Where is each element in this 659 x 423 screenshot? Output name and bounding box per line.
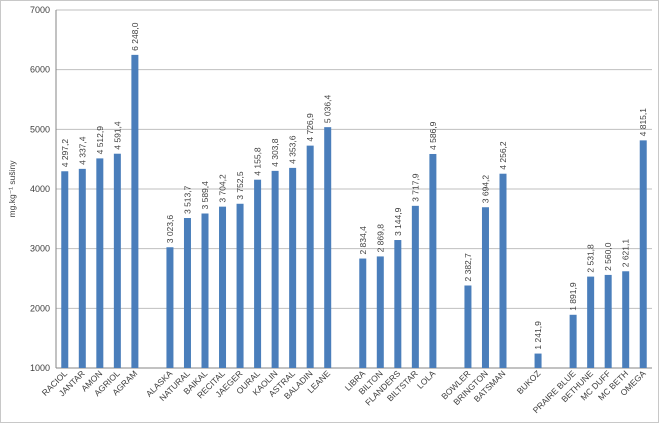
bar [78, 168, 86, 368]
data-label: 4 815,1 [638, 108, 648, 137]
bar [183, 218, 191, 368]
data-label: 2 621,1 [621, 239, 631, 268]
data-label: 2 382,7 [463, 253, 473, 282]
data-label: 6 248,0 [130, 22, 140, 51]
bar [166, 247, 174, 368]
bar [604, 274, 612, 368]
bar [96, 158, 104, 368]
bar [639, 140, 647, 368]
bar [499, 173, 507, 368]
bar [306, 145, 314, 368]
data-label: 4 512,9 [95, 126, 105, 155]
x-tick-label: BUKOZ [515, 368, 543, 396]
data-label: 3 144,9 [393, 207, 403, 236]
y-axis-label: mg.kg⁻¹ sušiny [7, 160, 17, 218]
y-tick-label: 2000 [30, 303, 50, 313]
data-label: 3 717,9 [410, 173, 420, 202]
bar [464, 285, 472, 368]
y-tick-label: 5000 [30, 124, 50, 134]
bar [289, 167, 297, 368]
y-tick-label: 6000 [30, 65, 50, 75]
data-label: 4 353,6 [288, 135, 298, 164]
bar [587, 276, 595, 368]
bar [219, 206, 227, 368]
bar [254, 179, 262, 368]
data-label: 2 531,8 [586, 244, 596, 273]
bar [569, 314, 577, 368]
data-label: 3 023,6 [165, 215, 175, 244]
bar [376, 256, 384, 368]
bar [359, 258, 367, 368]
y-tick-label: 1000 [30, 363, 50, 373]
bar [61, 171, 69, 368]
data-label: 2 560,0 [603, 242, 613, 271]
data-label: 2 834,4 [358, 226, 368, 255]
bar [394, 240, 402, 368]
data-label: 4 337,4 [77, 136, 87, 165]
data-label: 4 256,2 [498, 141, 508, 170]
bar [113, 153, 121, 368]
data-label: 4 726,9 [305, 113, 315, 142]
bar [534, 353, 542, 368]
data-label: 2 869,8 [375, 224, 385, 253]
bar [411, 205, 419, 368]
data-label: 4 591,4 [112, 121, 122, 150]
bar [622, 271, 630, 368]
bar [131, 54, 139, 369]
data-label: 3 704,2 [218, 174, 228, 203]
data-label: 4 303,8 [270, 138, 280, 167]
data-label: 1 891,9 [568, 282, 578, 311]
data-label: 4 586,9 [428, 121, 438, 150]
bar [481, 207, 489, 368]
bar [429, 153, 437, 368]
data-label: 3 694,2 [480, 175, 490, 204]
bar [201, 213, 209, 368]
bar [324, 127, 332, 368]
data-label: 4 155,8 [253, 147, 263, 176]
y-tick-label: 4000 [30, 184, 50, 194]
y-tick-label: 3000 [30, 244, 50, 254]
bar [271, 170, 279, 368]
y-tick-label: 7000 [30, 5, 50, 15]
x-tick-label: LOLA [415, 368, 438, 391]
data-label: 3 589,4 [200, 181, 210, 210]
data-label: 5 036,4 [323, 95, 333, 124]
data-label: 4 297,2 [60, 139, 70, 168]
data-label: 3 513,7 [182, 185, 192, 214]
data-label: 3 752,5 [235, 171, 245, 200]
bar [236, 203, 244, 368]
data-label: 1 241,9 [533, 321, 543, 350]
